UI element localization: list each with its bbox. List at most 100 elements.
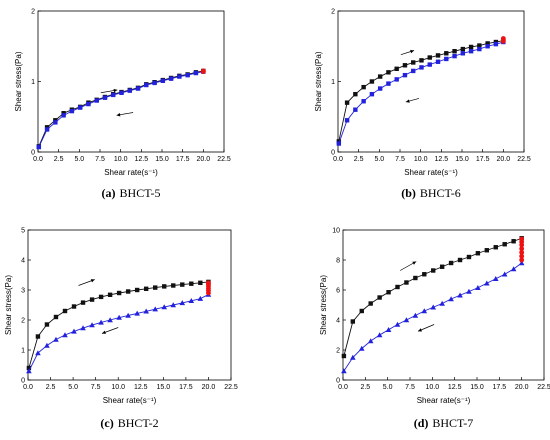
data-point [501, 271, 508, 277]
y-axis-label: Shear stress(Pa) [4, 275, 13, 335]
data-point [412, 312, 419, 318]
data-point [435, 53, 441, 58]
series-hold [519, 236, 525, 263]
data-point [369, 91, 375, 97]
y-tick-label: 1 [31, 79, 35, 86]
data-point [98, 294, 104, 300]
data-point [116, 290, 122, 296]
data-point [394, 66, 399, 72]
x-tick-label: 10.0 [426, 384, 440, 391]
arrow-head [418, 328, 423, 332]
panel-caption: (d) BHCT-7 [414, 416, 474, 430]
caption-letter: (d) [414, 416, 429, 430]
series-up [336, 38, 506, 144]
data-point [431, 268, 436, 273]
data-point [162, 284, 167, 289]
data-point [448, 260, 454, 266]
y-tick-label: 1 [21, 348, 25, 355]
data-point [168, 76, 174, 81]
x-tick-label: 20.0 [515, 384, 529, 391]
data-point [510, 266, 517, 272]
data-point [94, 98, 99, 103]
y-tick-label: 3 [21, 288, 25, 295]
x-tick-label: 10.0 [414, 156, 428, 163]
y-tick-label: 2 [336, 348, 340, 355]
series-hold [500, 36, 506, 44]
y-tick-label: 0 [336, 378, 340, 385]
data-point [177, 74, 182, 79]
data-point [421, 308, 428, 314]
x-tick-label: 15.0 [155, 156, 169, 163]
x-tick-label: 5.0 [68, 384, 78, 391]
data-point [386, 81, 391, 86]
data-point [107, 292, 113, 297]
data-point [457, 257, 463, 263]
series-hold [206, 280, 211, 296]
data-point [80, 300, 86, 305]
data-point [475, 284, 481, 290]
series-down [26, 291, 212, 374]
data-point [492, 275, 499, 281]
series-down [36, 69, 206, 150]
plot-frame [27, 229, 232, 381]
direction-arrow-up [400, 49, 415, 56]
data-point [386, 70, 391, 75]
x-axis-label: Shear rate(s⁻¹) [417, 396, 471, 405]
data-point [435, 59, 441, 64]
data-point [44, 127, 50, 132]
y-tick-label: 4 [336, 318, 340, 325]
data-point [430, 304, 437, 310]
data-point [179, 300, 186, 306]
data-point [419, 65, 424, 70]
data-point [419, 58, 424, 63]
caption-text: BHCT-6 [420, 186, 461, 200]
data-point [143, 286, 149, 291]
data-point [53, 336, 59, 342]
data-point [519, 250, 525, 255]
data-point [411, 68, 416, 74]
direction-arrow-up [400, 261, 417, 271]
direction-arrow-down [116, 112, 134, 117]
data-point [444, 51, 449, 56]
data-point [353, 107, 358, 112]
series-line [38, 70, 204, 147]
caption-text: BHCT-2 [118, 416, 159, 430]
data-point [53, 120, 58, 125]
data-point [422, 272, 427, 277]
data-point [518, 260, 525, 266]
y-tick-label: 1 [331, 79, 335, 86]
y-tick-label: 2 [21, 318, 25, 325]
x-tick-label: 22.5 [537, 384, 550, 391]
arrow-head [90, 279, 95, 283]
x-tick-label: 5.0 [74, 156, 84, 163]
data-point [519, 253, 525, 259]
x-tick-label: 2.5 [354, 156, 364, 163]
data-point [402, 72, 408, 78]
series-line [338, 40, 504, 142]
y-tick-label: 0 [331, 150, 335, 157]
data-point [468, 44, 474, 50]
x-tick-label: 15.0 [455, 156, 469, 163]
x-axis-label: Shear rate(s⁻¹) [103, 396, 157, 405]
data-point [152, 80, 157, 86]
y-axis-label: Shear stress(Pa) [14, 51, 23, 111]
arrow-head [101, 330, 106, 334]
data-point [500, 36, 506, 41]
arrow-head [410, 49, 415, 54]
data-point [180, 282, 185, 287]
y-axis-label: Shear stress(Pa) [314, 51, 323, 111]
data-point [404, 280, 409, 285]
data-point [395, 284, 400, 290]
x-tick-label: 7.5 [395, 156, 405, 163]
data-point [493, 245, 498, 250]
data-point [197, 295, 204, 301]
data-point [477, 46, 482, 52]
x-tick-label: 0.0 [23, 384, 33, 391]
data-point [161, 304, 168, 310]
data-point [475, 251, 481, 256]
y-tick-label: 5 [21, 228, 25, 235]
data-point [119, 90, 124, 95]
x-tick-label: 12.5 [435, 156, 449, 163]
y-tick-label: 8 [336, 258, 340, 265]
